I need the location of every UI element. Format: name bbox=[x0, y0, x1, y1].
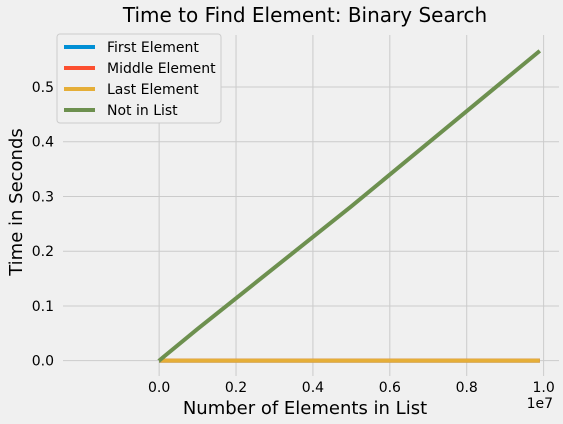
x-tick-label: 0.8 bbox=[456, 380, 478, 396]
legend-label-last-element: Last Element bbox=[107, 82, 199, 98]
y-tick-labels: 0.0 0.1 0.2 0.3 0.4 0.5 bbox=[32, 80, 54, 370]
chart-title: Time to Find Element: Binary Search bbox=[122, 3, 487, 27]
y-tick-label: 0.1 bbox=[32, 299, 54, 315]
y-tick-label: 0.4 bbox=[32, 135, 54, 151]
y-tick-label: 0.5 bbox=[32, 80, 54, 96]
legend-label-not-in-list: Not in List bbox=[107, 103, 178, 119]
x-tick-label: 1.0 bbox=[532, 380, 554, 396]
legend-label-first-element: First Element bbox=[107, 40, 199, 56]
legend: First Element Middle Element Last Element N… bbox=[57, 34, 221, 123]
y-tick-label: 0.3 bbox=[32, 189, 54, 205]
x-tick-label: 0.4 bbox=[302, 380, 324, 396]
x-axis-label: Number of Elements in List bbox=[183, 398, 427, 419]
x-tick-label: 0.6 bbox=[379, 380, 401, 396]
legend-label-middle-element: Middle Element bbox=[107, 61, 216, 77]
y-axis-label: Time in Seconds bbox=[6, 128, 27, 277]
x-tick-labels: 0.0 0.2 0.4 0.6 0.8 1.0 bbox=[148, 380, 555, 396]
x-tick-label: 0.0 bbox=[148, 380, 170, 396]
y-tick-label: 0.2 bbox=[32, 244, 54, 260]
y-tick-label: 0.0 bbox=[32, 354, 54, 370]
x-tick-label: 0.2 bbox=[225, 380, 247, 396]
x-offset-label: 1e7 bbox=[527, 396, 553, 412]
